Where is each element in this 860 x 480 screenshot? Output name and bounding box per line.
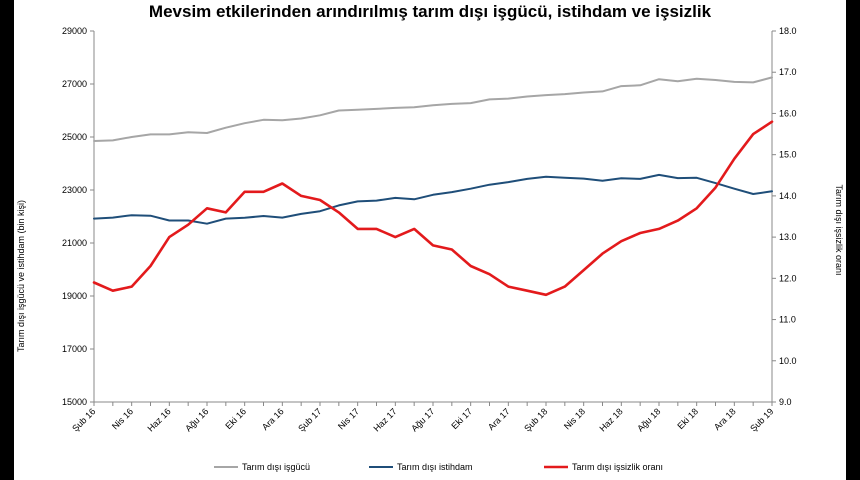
x-tick-label: Nis 16: [110, 406, 135, 431]
x-tick-label: Ara 17: [486, 406, 512, 432]
left-tick-label: 25000: [62, 132, 87, 142]
legend-label: Tarım dışı istihdam: [397, 462, 473, 472]
chart-frame: Mevsim etkilerinden arındırılmış tarım d…: [14, 0, 846, 480]
left-tick-label: 21000: [62, 238, 87, 248]
x-tick-label: Haz 18: [598, 406, 625, 433]
right-tick-label: 9.0: [779, 397, 792, 407]
right-tick-label: 12.0: [779, 273, 797, 283]
x-tick-label: Ağu 18: [635, 406, 662, 433]
series-line-isgucu: [93, 76, 773, 142]
legend-label: Tarım dışı işgücü: [242, 462, 310, 472]
x-tick-label: Şub 19: [748, 406, 775, 433]
right-tick-label: 15.0: [779, 150, 797, 160]
right-tick-label: 11.0: [779, 315, 796, 325]
x-tick-label: Ağu 17: [409, 406, 436, 433]
chart-title: Mevsim etkilerinden arındırılmış tarım d…: [149, 2, 712, 21]
legend-label: Tarım dışı işsizlik oranı: [572, 462, 663, 472]
legend: Tarım dışı işgücü Tarım dışı istihdam Tarı…: [214, 462, 663, 472]
right-tick-label: 10.0: [779, 356, 797, 366]
right-tick-label: 14.0: [779, 191, 797, 201]
x-tick-label: Eki 18: [675, 406, 700, 431]
left-tick-label: 17000: [62, 344, 87, 354]
chart: Mevsim etkilerinden arındırılmış tarım d…: [16, 2, 844, 472]
x-tick-label: Ara 18: [712, 406, 738, 432]
left-tick-label: 19000: [62, 291, 87, 301]
right-axis-label: Tarım dışı işsizlik oranı: [834, 184, 844, 275]
x-tick-label: Nis 17: [336, 406, 361, 431]
left-tick-label: 15000: [62, 397, 87, 407]
x-tick-label: Haz 16: [146, 406, 173, 433]
x-tick-label: Haz 17: [372, 406, 399, 433]
right-tick-label: 16.0: [779, 108, 797, 118]
x-tick-label: Ağu 16: [183, 406, 210, 433]
x-tick-label: Şub 17: [296, 406, 323, 433]
right-tick-label: 13.0: [779, 232, 797, 242]
x-tick-label: Şub 18: [522, 406, 549, 433]
left-axis-label: Tarım dışı işgücü ve istihdam (bin kişi): [16, 200, 26, 352]
left-tick-label: 29000: [62, 26, 87, 36]
x-tick-label: Eki 16: [223, 406, 248, 431]
right-tick-label: 17.0: [779, 67, 797, 77]
right-tick-label: 18.0: [779, 26, 797, 36]
x-tick-label: Şub 16: [70, 406, 97, 433]
left-tick-label: 23000: [62, 185, 87, 195]
x-tick-label: Ara 16: [260, 406, 286, 432]
series-line-issizlik: [92, 120, 774, 297]
x-tick-label: Nis 18: [562, 406, 587, 431]
left-tick-label: 27000: [62, 79, 87, 89]
series-line-istihdam: [93, 173, 773, 225]
x-tick-label: Eki 17: [449, 406, 474, 431]
